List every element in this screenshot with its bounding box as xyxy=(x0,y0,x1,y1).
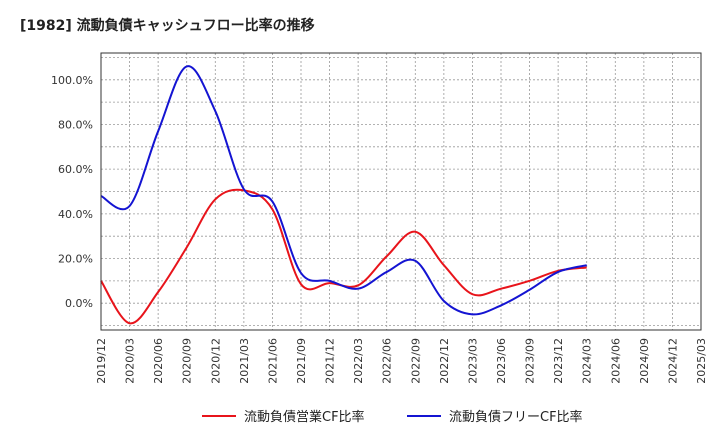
plot-border xyxy=(100,52,702,331)
series-layer xyxy=(100,65,587,325)
x-tick-label: 2021/12 xyxy=(324,338,337,384)
x-tick-label: 2025/03 xyxy=(695,338,708,384)
x-tick-label: 2021/03 xyxy=(238,338,251,384)
series-line-2 xyxy=(100,65,587,316)
x-tick-label: 2023/06 xyxy=(495,338,508,384)
y-tick-label: 40.0% xyxy=(58,208,93,221)
x-tick-label: 2020/09 xyxy=(181,338,194,384)
y-tick-label: 60.0% xyxy=(58,163,93,176)
chart-title: [1982] 流動負債キャッシュフロー比率の推移 xyxy=(20,17,315,34)
x-tick-label: 2024/09 xyxy=(638,338,651,384)
x-tick-label: 2024/12 xyxy=(666,338,679,384)
x-tick-label: 2022/09 xyxy=(409,338,422,384)
y-axis: 0.0% 20.0% 40.0% 60.0% 80.0% 100.0% xyxy=(51,74,93,310)
x-tick-label: 2023/12 xyxy=(552,338,565,384)
x-tick-label: 2020/03 xyxy=(124,338,137,384)
x-tick-label: 2020/06 xyxy=(152,338,165,384)
x-tick-label: 2021/06 xyxy=(266,338,279,384)
x-tick-label: 2022/06 xyxy=(381,338,394,384)
y-tick-label: 80.0% xyxy=(58,118,93,131)
x-tick-label: 2023/03 xyxy=(466,338,479,384)
x-axis: 2019/12 2020/03 2020/06 2020/09 2020/12 2021/… xyxy=(95,338,708,384)
x-tick-label: 2019/12 xyxy=(95,338,108,384)
legend-label-2: 流動負債フリーCF比率 xyxy=(449,409,583,425)
x-tick-label: 2022/03 xyxy=(352,338,365,384)
x-tick-label: 2024/03 xyxy=(581,338,594,384)
grid xyxy=(101,53,701,330)
legend-label-1: 流動負債営業CF比率 xyxy=(244,409,365,425)
x-tick-label: 2021/09 xyxy=(295,338,308,384)
x-tick-label: 2022/12 xyxy=(438,338,451,384)
x-tick-label: 2024/06 xyxy=(609,338,622,384)
y-tick-label: 0.0% xyxy=(65,297,93,310)
legend: 流動負債営業CF比率 流動負債フリーCF比率 xyxy=(202,409,583,425)
y-tick-label: 20.0% xyxy=(58,253,93,266)
x-tick-label: 2023/09 xyxy=(524,338,537,384)
x-tick-label: 2020/12 xyxy=(209,338,222,384)
y-tick-label: 100.0% xyxy=(51,74,93,87)
